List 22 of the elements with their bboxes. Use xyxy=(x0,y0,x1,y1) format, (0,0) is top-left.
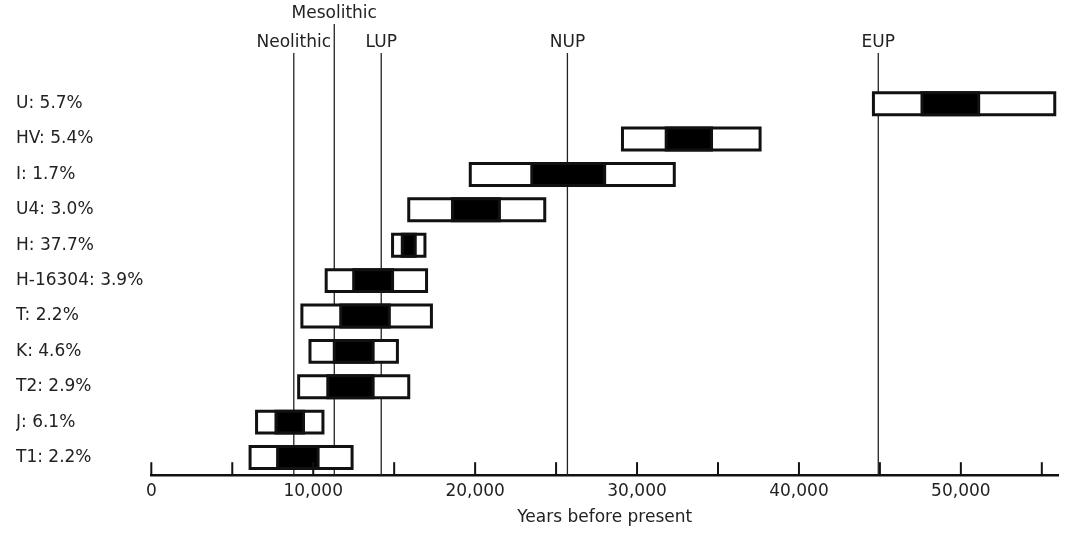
x-tick-label: 10,000 xyxy=(283,479,343,500)
y-tick-label: H: 37.7% xyxy=(16,233,94,254)
ref-line-label: EUP xyxy=(861,31,895,51)
x-tick-label: 0 xyxy=(145,479,157,500)
x-tick-label: 20,000 xyxy=(445,479,505,500)
y-tick-label: K: 4.6% xyxy=(16,339,82,360)
x-tick-label: 40,000 xyxy=(769,479,829,500)
x-tick-label: 30,000 xyxy=(607,479,667,500)
y-tick-label: H-16304: 3.9% xyxy=(16,269,144,290)
y-tick-label: U: 5.7% xyxy=(16,92,83,113)
x-axis-title: Years before present xyxy=(516,506,693,527)
ref-line-label: LUP xyxy=(365,31,397,51)
ref-line-label: Neolithic xyxy=(256,31,332,51)
ref-line-label: NUP xyxy=(549,31,586,51)
y-tick-label: T2: 2.9% xyxy=(15,375,92,396)
y-tick-label: HV: 5.4% xyxy=(16,127,94,148)
y-tick-label: U4: 3.0% xyxy=(16,198,94,219)
y-tick-label: T1: 2.2% xyxy=(15,445,92,466)
x-tick-label: 50,000 xyxy=(931,479,991,500)
ref-line-label: Mesolithic xyxy=(291,2,377,22)
y-tick-label: T: 2.2% xyxy=(15,304,79,325)
y-tick-label: I: 1.7% xyxy=(16,162,76,183)
